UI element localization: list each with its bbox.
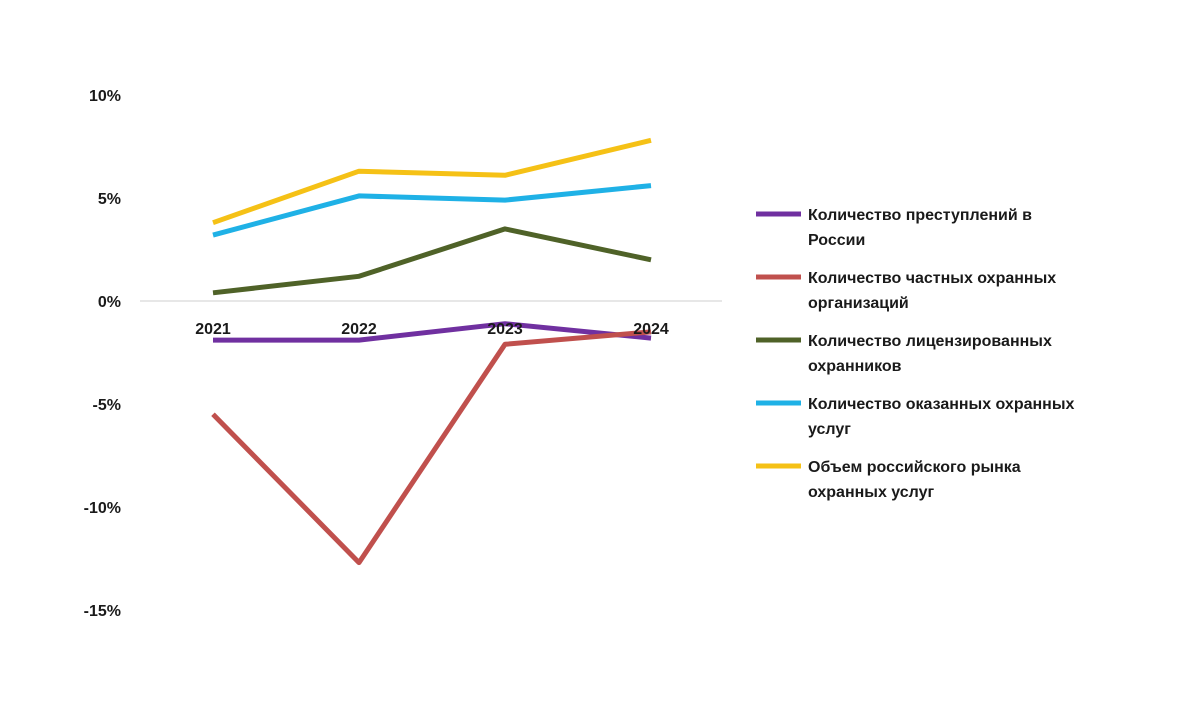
series-line-5 [212, 137, 652, 226]
legend-item: Объем российского рынка охранных услуг [756, 459, 1021, 501]
series-line-3 [212, 226, 652, 296]
y-tick-label: 10% [89, 88, 121, 105]
y-tick-label: 5% [98, 191, 121, 208]
legend-label: России [808, 232, 865, 249]
legend-item: Количество лицензированных охранников [756, 333, 1052, 375]
legend-label: охранников [808, 358, 902, 375]
legend-label: Количество оказанных охранных [808, 396, 1074, 413]
legend-label: Количество преступлений в [808, 207, 1032, 224]
y-axis-tick-labels: 10% 5% 0% -5% -10% -15% [84, 88, 121, 620]
series-line-4 [212, 183, 652, 238]
x-tick-label: 2024 [633, 321, 669, 338]
legend-item: Количество преступлений в России [756, 207, 1032, 249]
series-line-2 [211, 329, 652, 566]
legend-label: Количество частных охранных [808, 270, 1056, 287]
legend-label: Количество лицензированных [808, 333, 1052, 350]
legend-label: услуг [808, 421, 851, 438]
x-tick-label: 2021 [195, 321, 231, 338]
y-tick-label: 0% [98, 294, 121, 311]
y-tick-label: -5% [93, 397, 121, 414]
x-tick-label: 2022 [341, 321, 377, 338]
series-line-1 [213, 321, 652, 343]
legend-item: Количество оказанных охранных услуг [756, 396, 1074, 438]
x-axis-tick-labels: 2021 2022 2023 2024 [195, 321, 669, 338]
y-tick-label: -10% [84, 500, 121, 517]
legend-label: охранных услуг [808, 484, 935, 501]
legend-item: Количество частных охранных организаций [756, 270, 1056, 312]
legend: Количество преступлений вРоссииКоличеств… [756, 207, 1074, 501]
series-lines [211, 137, 652, 566]
y-tick-label: -15% [84, 603, 121, 620]
legend-label: организаций [808, 295, 909, 312]
x-tick-label: 2023 [487, 321, 523, 338]
legend-label: Объем российского рынка [808, 459, 1021, 476]
